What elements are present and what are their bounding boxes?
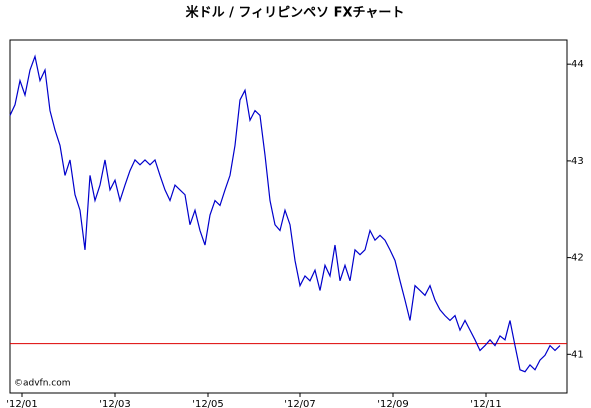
y-tick-label: 42: [571, 253, 584, 264]
plot-frame: [9, 39, 568, 394]
x-tick-label: '12/03: [99, 399, 131, 408]
price-line: [9, 54, 561, 373]
chart-title: 米ドル / フィリピンペソ FXチャート: [186, 5, 405, 21]
x-tick-label: '12/07: [284, 399, 316, 408]
x-tick-label: '12/01: [6, 399, 38, 408]
y-tick-label: 44: [571, 59, 584, 70]
x-tick-label: '12/05: [192, 399, 224, 408]
x-tick-label: '12/11: [470, 399, 502, 408]
y-tick-label: 41: [571, 349, 584, 360]
watermark: ©advfn.com: [14, 379, 71, 389]
x-tick-label: '12/09: [377, 399, 409, 408]
y-tick-label: 43: [571, 156, 584, 167]
